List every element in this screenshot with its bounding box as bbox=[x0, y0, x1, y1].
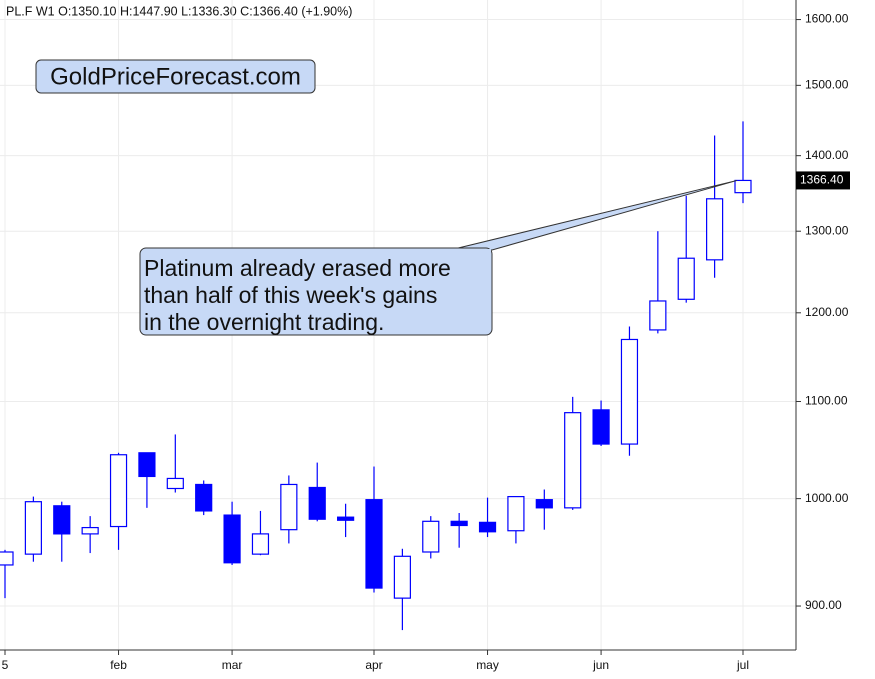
x-tick-label: jun bbox=[592, 658, 609, 672]
candle-body bbox=[0, 551, 14, 566]
candle-body bbox=[53, 505, 71, 535]
candle-body bbox=[422, 520, 440, 553]
candle-body bbox=[507, 495, 525, 532]
x-tick-label: mar bbox=[222, 658, 243, 672]
y-tick-label: 1200.00 bbox=[805, 305, 849, 319]
candle-body bbox=[308, 486, 326, 520]
annotation-line: in the overnight trading. bbox=[144, 309, 384, 335]
y-tick-label: 900.00 bbox=[805, 598, 842, 612]
watermark: GoldPriceForecast.com bbox=[50, 63, 301, 90]
candle-body bbox=[535, 499, 553, 509]
candle-body bbox=[166, 477, 184, 490]
callout-box bbox=[139, 247, 493, 336]
annotation-line: than half of this week's gains bbox=[144, 282, 437, 308]
last-price-box bbox=[796, 171, 850, 190]
x-tick-label: 5 bbox=[2, 658, 9, 672]
y-tick-label: 1400.00 bbox=[805, 148, 849, 162]
candle-body bbox=[138, 452, 156, 478]
candle-body bbox=[393, 555, 411, 599]
last-price-label: 1366.40 bbox=[800, 173, 844, 187]
candle-body bbox=[251, 533, 270, 555]
candle-body bbox=[24, 501, 42, 555]
y-tick-label: 1500.00 bbox=[805, 78, 849, 92]
candle-body bbox=[337, 516, 355, 521]
candle-body bbox=[734, 179, 752, 194]
candle-body bbox=[280, 483, 298, 531]
y-tick-label: 1100.00 bbox=[805, 394, 848, 408]
annotation-line: Platinum already erased more bbox=[144, 255, 451, 281]
candle-body bbox=[109, 454, 128, 528]
x-tick-label: jul bbox=[736, 658, 749, 672]
chart-title: PL.F W1 O:1350.10 H:1447.90 L:1336.30 C:… bbox=[6, 4, 352, 18]
candle-body bbox=[223, 514, 241, 564]
candle-body bbox=[649, 300, 667, 331]
x-tick-label: feb bbox=[110, 658, 127, 672]
candle-body bbox=[81, 526, 99, 535]
candle-body bbox=[620, 338, 639, 445]
candle-body bbox=[450, 520, 468, 527]
callout-pointer bbox=[449, 179, 738, 251]
candle-body bbox=[195, 483, 213, 512]
candle-body bbox=[564, 412, 582, 509]
candle-body bbox=[478, 521, 497, 533]
y-tick-label: 1000.00 bbox=[805, 491, 849, 505]
callout-seam bbox=[451, 249, 491, 252]
watermark-box bbox=[35, 59, 316, 94]
candle-body bbox=[706, 198, 724, 261]
x-tick-label: apr bbox=[365, 658, 382, 672]
y-tick-label: 1600.00 bbox=[805, 12, 849, 26]
candle-body bbox=[677, 257, 695, 300]
candle-body bbox=[592, 409, 610, 445]
candle-body bbox=[365, 499, 383, 589]
x-tick-label: may bbox=[476, 658, 499, 672]
y-tick-label: 1300.00 bbox=[805, 223, 849, 237]
